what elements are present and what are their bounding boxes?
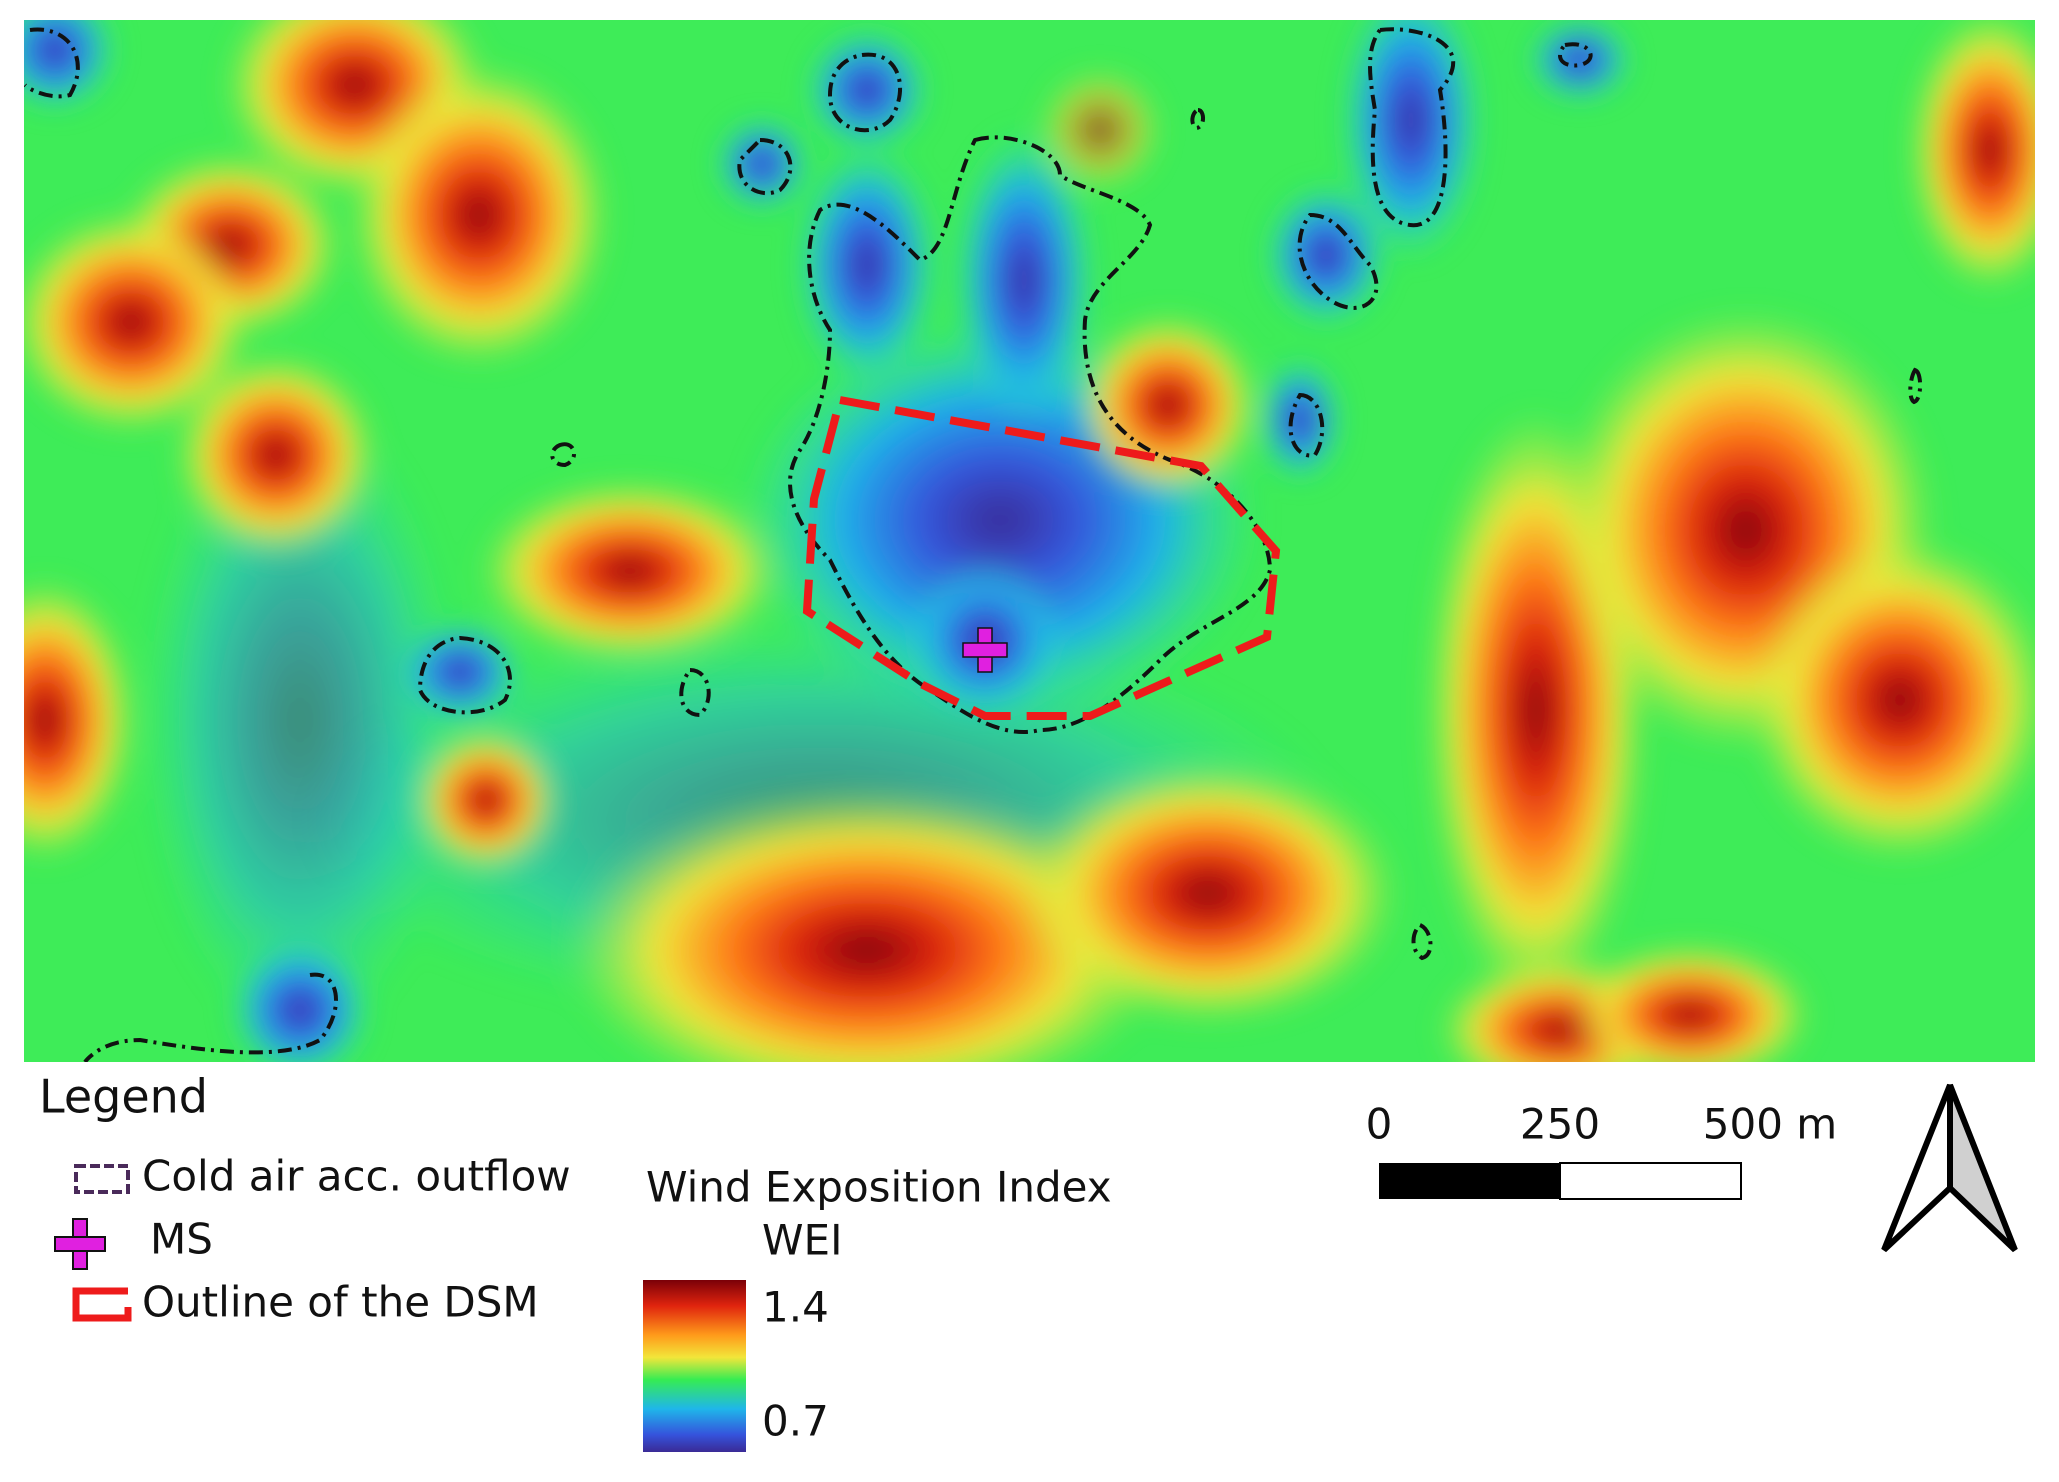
legend-swatch: [54, 1218, 106, 1270]
legend-item: Cold air acc. outflow: [142, 1152, 571, 1201]
colorbar-label: 0.7: [762, 1397, 829, 1446]
scale-label: 500 m: [1703, 1100, 1837, 1149]
legend-title: Legend: [39, 1070, 208, 1124]
ms-marker: [962, 627, 1008, 673]
colorbar-label: 1.4: [762, 1283, 829, 1332]
legend-item: MS: [150, 1215, 213, 1264]
legend-item: Outline of the DSM: [142, 1278, 539, 1327]
colorbar-title: Wind Exposition Index: [646, 1163, 1112, 1212]
scale-bar: [1379, 1163, 1560, 1199]
map: [24, 20, 2035, 1062]
scale-label: 0: [1366, 1100, 1393, 1149]
scale-label: 250: [1520, 1100, 1600, 1149]
colorbar: [643, 1280, 746, 1452]
dsm-outline: [802, 395, 1281, 720]
cold-air-outlines: [24, 27, 1923, 1062]
legend-swatch: [74, 1164, 130, 1194]
scale-bar: [1559, 1162, 1742, 1200]
colorbar-subtitle: WEI: [762, 1216, 842, 1265]
legend-swatch: [72, 1287, 132, 1322]
north-arrow: [1881, 1083, 2018, 1253]
